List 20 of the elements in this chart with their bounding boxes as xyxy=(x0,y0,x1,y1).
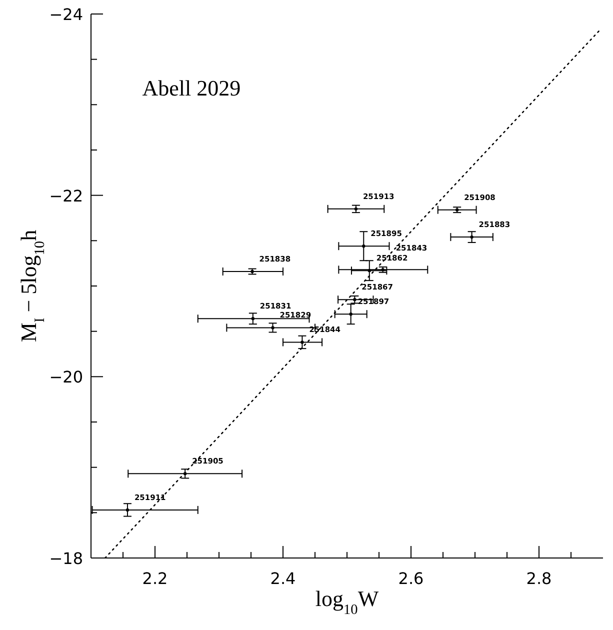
x-tick-label: 2.6 xyxy=(398,569,424,588)
point xyxy=(126,508,130,512)
y-tick-label: −20 xyxy=(49,368,83,387)
annotation: Abell 2029 xyxy=(142,76,241,101)
y-tick-label: −24 xyxy=(49,5,83,24)
point xyxy=(368,268,371,272)
point xyxy=(271,326,274,330)
point xyxy=(362,244,366,248)
y-tick-label: −18 xyxy=(49,549,83,568)
point xyxy=(470,235,474,239)
x-tick-label: 2.4 xyxy=(270,569,296,588)
point xyxy=(349,312,352,316)
y-tick-label: −22 xyxy=(49,186,83,206)
point xyxy=(353,298,356,302)
x-axis-title: log$_{10}$W xyxy=(315,586,379,618)
x-tick-label: 2.2 xyxy=(142,569,168,588)
point xyxy=(300,340,304,344)
point xyxy=(251,317,255,320)
x-tick-label: 2.8 xyxy=(526,569,552,588)
point xyxy=(354,207,358,211)
